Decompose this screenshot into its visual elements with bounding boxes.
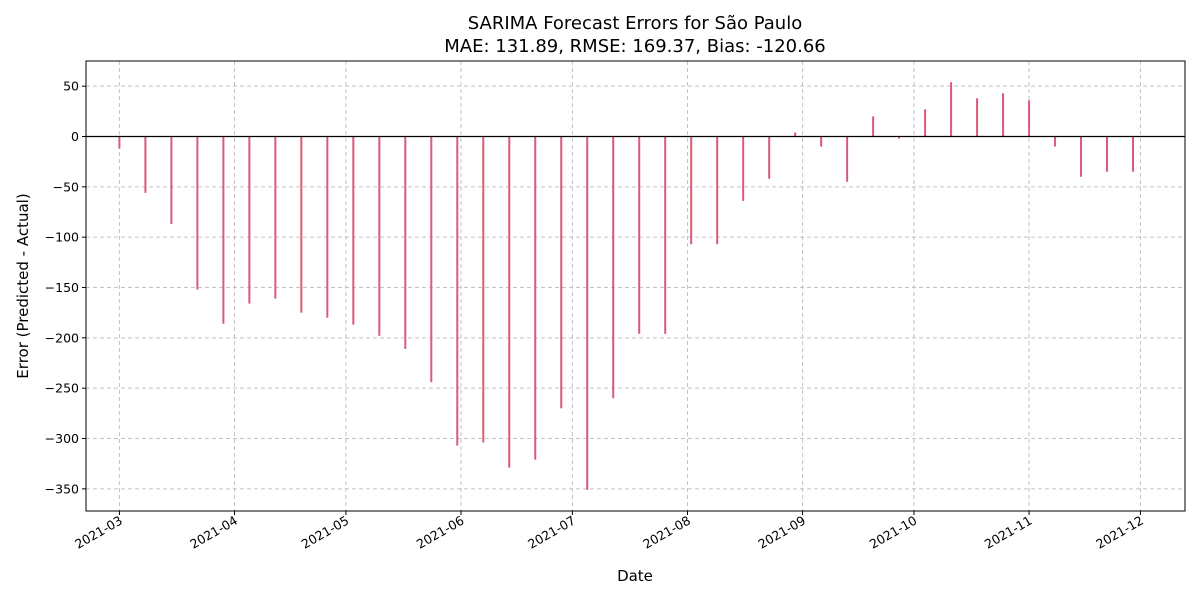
- error-bar: [1132, 136, 1135, 172]
- y-tick-label: −250: [45, 381, 79, 396]
- error-bar: [690, 136, 693, 245]
- error-bar: [1080, 136, 1083, 177]
- y-tick-label: −350: [45, 481, 79, 496]
- x-tick-label: 2021-08: [640, 513, 693, 552]
- bars-layer: [118, 82, 1135, 490]
- error-bar: [560, 136, 563, 409]
- error-bar: [742, 136, 745, 201]
- error-bar: [222, 136, 225, 324]
- chart-subtitle: MAE: 131.89, RMSE: 169.37, Bias: -120.66: [444, 36, 826, 57]
- y-tick-label: −300: [45, 431, 79, 446]
- error-bar: [508, 136, 511, 468]
- error-bar: [456, 136, 459, 446]
- error-bar: [638, 136, 641, 334]
- y-tick-label: −100: [45, 230, 79, 245]
- error-bar: [716, 136, 719, 245]
- x-tick-label: 2021-09: [755, 513, 808, 552]
- y-tick-label: −50: [53, 179, 79, 194]
- x-tick-label: 2021-05: [299, 513, 352, 552]
- x-axis-ticks: 2021-03 2021-04 2021-05 2021-06 2021-07 2021-…: [72, 511, 1146, 552]
- error-bar: [404, 136, 407, 349]
- error-bar: [898, 136, 901, 139]
- y-axis-ticks: 50 0 −50 −100 −150 −200 −250 −300 −350: [45, 79, 86, 496]
- error-bar: [482, 136, 485, 443]
- error-bar: [1054, 136, 1057, 147]
- error-bar: [1028, 100, 1031, 137]
- x-tick-label: 2021-03: [72, 513, 125, 552]
- error-bar: [1106, 136, 1109, 172]
- error-bar: [248, 136, 251, 304]
- error-bar: [976, 98, 979, 137]
- error-bar: [118, 136, 121, 149]
- x-tick-label: 2021-10: [867, 513, 920, 552]
- chart-title: SARIMA Forecast Errors for São Paulo: [468, 13, 802, 34]
- y-tick-label: −150: [45, 280, 79, 295]
- y-tick-label: −200: [45, 330, 79, 345]
- error-bar: [274, 136, 277, 299]
- error-bar: [378, 136, 381, 336]
- x-tick-label: 2021-04: [187, 513, 240, 552]
- grid-layer: [86, 61, 1185, 511]
- error-bar: [170, 136, 173, 225]
- error-bar: [430, 136, 433, 383]
- y-tick-label: 50: [63, 79, 79, 94]
- error-bar: [1002, 93, 1005, 137]
- error-bar: [196, 136, 199, 290]
- x-tick-label: 2021-12: [1093, 513, 1146, 552]
- error-bar: [846, 136, 849, 182]
- x-axis-label: Date: [617, 567, 653, 585]
- error-bar: [300, 136, 303, 313]
- error-bar: [872, 116, 875, 137]
- error-bar: [768, 136, 771, 179]
- y-tick-label: 0: [71, 129, 79, 144]
- error-bar: [326, 136, 329, 318]
- error-bar: [820, 136, 823, 147]
- error-bar: [664, 136, 667, 334]
- plot-frame: [85, 60, 1186, 512]
- x-tick-label: 2021-11: [982, 513, 1035, 552]
- error-bar: [794, 132, 797, 137]
- y-axis-label: Error (Predicted - Actual): [14, 193, 32, 378]
- error-bar: [924, 109, 927, 137]
- x-tick-label: 2021-07: [525, 513, 578, 552]
- error-bar: [586, 136, 589, 490]
- error-bar: [352, 136, 355, 325]
- error-bar: [950, 82, 953, 137]
- error-bar: [612, 136, 615, 399]
- x-tick-label: 2021-06: [414, 513, 467, 552]
- error-bar: [534, 136, 537, 460]
- error-bar: [144, 136, 147, 193]
